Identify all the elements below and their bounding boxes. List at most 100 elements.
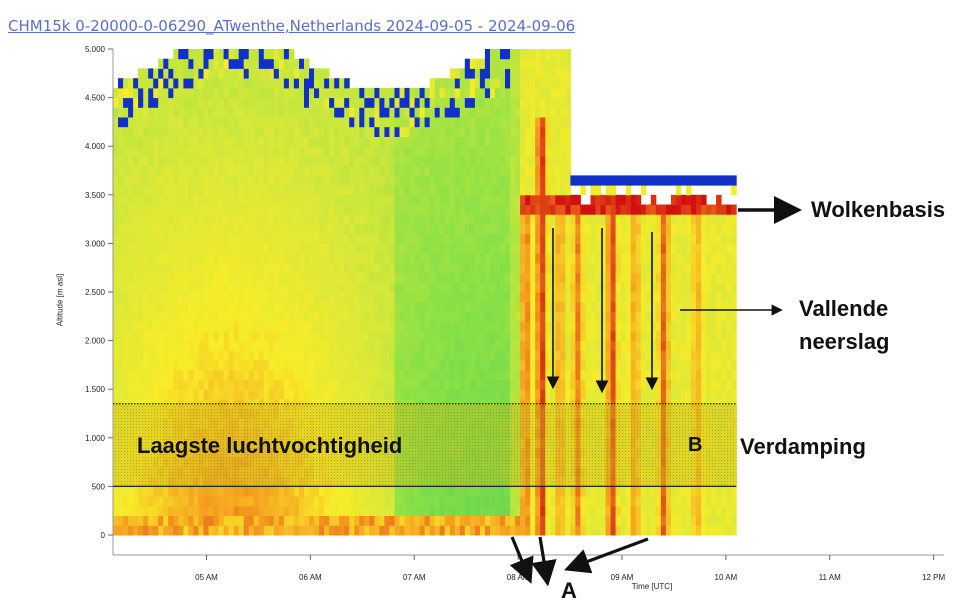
heat-cell bbox=[243, 340, 250, 351]
heat-cell bbox=[319, 360, 325, 371]
heat-cell bbox=[288, 515, 295, 526]
heat-cell bbox=[163, 340, 169, 351]
heat-cell bbox=[258, 330, 265, 342]
heat-cell bbox=[545, 360, 551, 371]
heat-cell bbox=[525, 496, 531, 507]
heat-cell bbox=[540, 233, 546, 244]
chart-title-link[interactable]: CHM15k 0-20000-0-06290_ATwenthe,Netherla… bbox=[8, 17, 576, 35]
heat-cell bbox=[233, 97, 240, 108]
heat-cell bbox=[540, 97, 546, 108]
heat-cell bbox=[304, 311, 310, 322]
heat-cell bbox=[570, 330, 576, 342]
heat-cell bbox=[304, 496, 310, 507]
heat-cell bbox=[520, 282, 526, 293]
heat-cell bbox=[384, 243, 390, 254]
heat-cell bbox=[133, 486, 139, 497]
heat-cell bbox=[429, 360, 436, 371]
heat-cell bbox=[314, 369, 320, 380]
heat-cell bbox=[394, 340, 400, 351]
heat-cell bbox=[404, 282, 410, 293]
heat-cell bbox=[273, 185, 280, 196]
heat-cell bbox=[575, 194, 581, 205]
heat-cell bbox=[404, 330, 410, 342]
heat-cell bbox=[389, 204, 395, 215]
heat-cell bbox=[580, 505, 586, 516]
heat-cell bbox=[439, 515, 446, 526]
heat-cell bbox=[419, 272, 426, 283]
heat-cell bbox=[625, 204, 632, 215]
heat-cell bbox=[228, 204, 235, 215]
heat-cell bbox=[474, 369, 481, 380]
heat-cell bbox=[173, 360, 179, 371]
heat-cell bbox=[278, 340, 285, 351]
heat-cell bbox=[314, 87, 320, 99]
heat-cell bbox=[520, 330, 526, 342]
heat-cell bbox=[459, 389, 466, 400]
heat-cell bbox=[590, 253, 596, 264]
heat-cell bbox=[314, 282, 320, 293]
heat-cell bbox=[349, 175, 355, 186]
heat-cell bbox=[268, 350, 275, 361]
heat-cell bbox=[293, 311, 300, 322]
heat-cell bbox=[178, 185, 184, 196]
heat-cell bbox=[354, 292, 360, 303]
heat-cell bbox=[379, 282, 385, 293]
heat-cell bbox=[193, 204, 199, 215]
heat-cell bbox=[349, 340, 355, 351]
heat-cell bbox=[283, 49, 290, 60]
heat-cell bbox=[429, 146, 436, 157]
heat-cell bbox=[585, 253, 591, 264]
heat-cell bbox=[243, 253, 250, 264]
heat-cell bbox=[585, 330, 591, 342]
heat-cell bbox=[293, 58, 300, 69]
heat-cell bbox=[530, 117, 536, 128]
heat-cell bbox=[233, 301, 240, 312]
heat-cell bbox=[208, 155, 214, 167]
heat-cell bbox=[605, 224, 612, 235]
heat-cell bbox=[414, 330, 421, 342]
heat-cell bbox=[490, 68, 496, 79]
heat-cell bbox=[183, 97, 189, 108]
heat-cell bbox=[243, 243, 250, 254]
heat-cell bbox=[143, 505, 149, 516]
heat-cell bbox=[263, 49, 270, 60]
heat-cell bbox=[223, 58, 230, 69]
heat-cell bbox=[444, 175, 451, 186]
heat-cell bbox=[314, 117, 320, 128]
heat-cell bbox=[304, 525, 310, 536]
heat-cell bbox=[585, 379, 591, 390]
heat-cell bbox=[540, 340, 546, 351]
heat-cell bbox=[143, 369, 149, 380]
heat-cell bbox=[329, 525, 335, 536]
heat-cell bbox=[414, 175, 421, 186]
heat-cell bbox=[474, 155, 481, 167]
heat-cell bbox=[444, 97, 451, 108]
heat-cell bbox=[243, 272, 250, 283]
heat-cell bbox=[123, 214, 129, 225]
heat-cell bbox=[555, 175, 561, 186]
heat-cell bbox=[540, 262, 546, 273]
heat-cell bbox=[168, 282, 174, 293]
heat-cell bbox=[213, 107, 219, 118]
heat-cell bbox=[218, 136, 225, 147]
heat-cell bbox=[243, 301, 250, 312]
heat-cell bbox=[590, 282, 596, 293]
heat-cell bbox=[384, 146, 390, 157]
heat-cell bbox=[595, 253, 601, 264]
heat-cell bbox=[258, 369, 265, 380]
heat-cell bbox=[273, 78, 280, 89]
heat-cell bbox=[334, 126, 340, 137]
heat-cell bbox=[469, 262, 476, 273]
heat-cell bbox=[434, 253, 441, 264]
heat-cell bbox=[379, 379, 385, 390]
heat-cell bbox=[464, 243, 471, 254]
heat-cell bbox=[545, 272, 551, 283]
heat-cell bbox=[293, 282, 300, 293]
heat-cell bbox=[454, 282, 461, 293]
heat-cell bbox=[123, 136, 129, 147]
heat-cell bbox=[293, 505, 300, 516]
heat-cell bbox=[273, 126, 280, 137]
heat-cell bbox=[278, 272, 285, 283]
heat-cell bbox=[168, 243, 174, 254]
heat-cell bbox=[404, 126, 410, 137]
